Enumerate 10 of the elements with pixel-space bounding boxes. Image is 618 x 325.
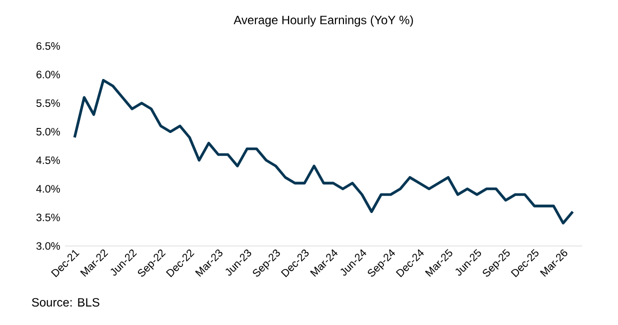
y-tick-label: 3.5%: [36, 214, 60, 222]
source-note: Source: BLS: [32, 298, 100, 307]
y-tick-label: 4.0%: [36, 185, 60, 193]
y-tick-label: 3.0%: [36, 242, 60, 250]
y-tick-label: 6.0%: [36, 70, 60, 78]
y-tick-label: 5.5%: [36, 99, 60, 107]
chart-title: Average Hourly Earnings (YoY %): [234, 15, 413, 27]
y-tick-label: 6.5%: [36, 42, 60, 50]
y-tick-label: 4.5%: [36, 156, 60, 164]
y-tick-label: 5.0%: [36, 128, 60, 136]
